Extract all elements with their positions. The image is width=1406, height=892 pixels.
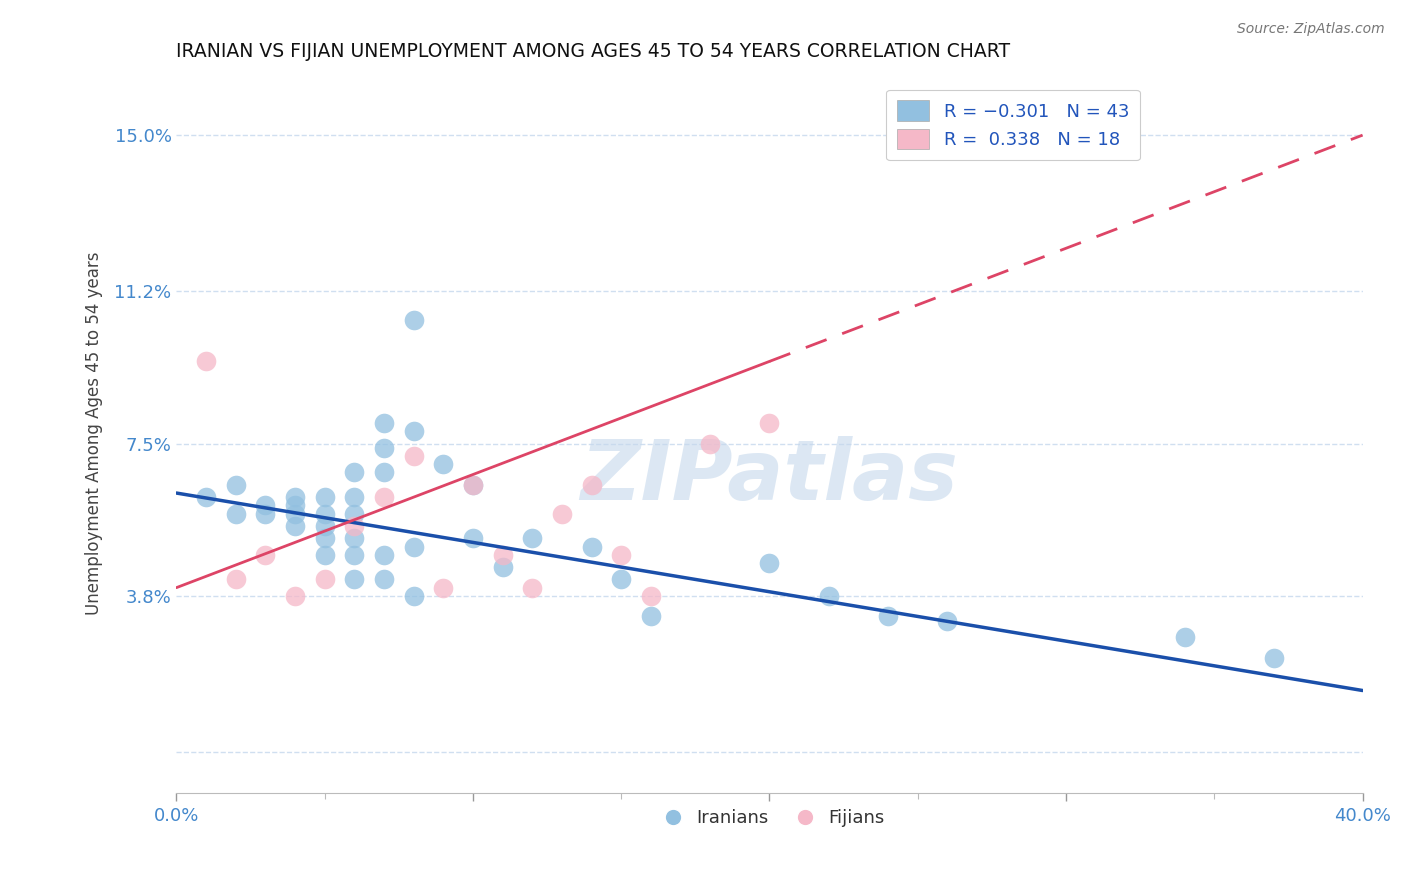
Point [402, 449, 425, 463]
Point [817, 589, 839, 603]
Point [551, 507, 574, 521]
Point [373, 441, 395, 455]
Point [402, 540, 425, 554]
Text: IRANIAN VS FIJIAN UNEMPLOYMENT AMONG AGES 45 TO 54 YEARS CORRELATION CHART: IRANIAN VS FIJIAN UNEMPLOYMENT AMONG AGE… [176, 42, 1011, 61]
Point [254, 499, 277, 513]
Legend: Iranians, Fijians: Iranians, Fijians [647, 802, 891, 835]
Point [373, 416, 395, 430]
Point [225, 573, 247, 587]
Point [284, 499, 307, 513]
Point [314, 548, 336, 562]
Point [491, 560, 513, 574]
Point [640, 609, 662, 624]
Point [402, 425, 425, 439]
Point [314, 490, 336, 504]
Point [284, 589, 307, 603]
Point [284, 519, 307, 533]
Point [461, 478, 484, 492]
Point [373, 548, 395, 562]
Point [758, 416, 780, 430]
Text: ZIPatlas: ZIPatlas [581, 436, 959, 517]
Point [225, 507, 247, 521]
Point [402, 589, 425, 603]
Point [373, 490, 395, 504]
Point [225, 478, 247, 492]
Point [373, 573, 395, 587]
Point [254, 507, 277, 521]
Text: Source: ZipAtlas.com: Source: ZipAtlas.com [1237, 22, 1385, 37]
Point [877, 609, 900, 624]
Y-axis label: Unemployment Among Ages 45 to 54 years: Unemployment Among Ages 45 to 54 years [86, 252, 103, 615]
Point [610, 548, 633, 562]
Point [254, 548, 277, 562]
Point [699, 436, 721, 450]
Point [284, 490, 307, 504]
Point [314, 573, 336, 587]
Point [581, 478, 603, 492]
Point [343, 548, 366, 562]
Point [314, 519, 336, 533]
Point [373, 466, 395, 480]
Point [432, 581, 454, 595]
Point [581, 540, 603, 554]
Point [343, 519, 366, 533]
Point [195, 354, 218, 368]
Point [522, 581, 544, 595]
Point [343, 507, 366, 521]
Point [343, 490, 366, 504]
Point [284, 507, 307, 521]
Point [343, 573, 366, 587]
Point [491, 548, 513, 562]
Point [314, 507, 336, 521]
Point [461, 478, 484, 492]
Point [402, 313, 425, 327]
Point [522, 531, 544, 545]
Point [432, 457, 454, 471]
Point [195, 490, 218, 504]
Point [758, 556, 780, 570]
Point [610, 573, 633, 587]
Point [1263, 650, 1285, 665]
Point [343, 466, 366, 480]
Point [314, 531, 336, 545]
Point [640, 589, 662, 603]
Point [936, 614, 959, 628]
Point [343, 531, 366, 545]
Point [1174, 630, 1197, 644]
Point [461, 531, 484, 545]
